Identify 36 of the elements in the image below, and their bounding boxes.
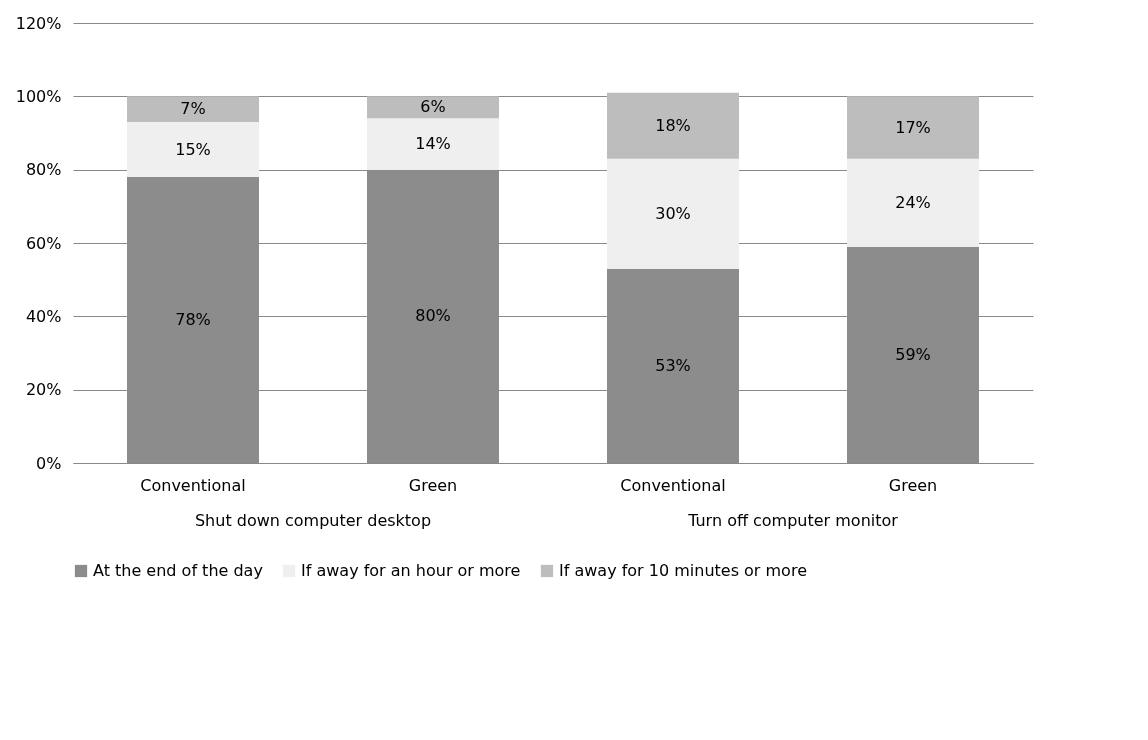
x-tick-label: Green bbox=[408, 475, 458, 495]
y-tick-label: 40% bbox=[25, 306, 62, 326]
y-tick-label: 60% bbox=[25, 233, 62, 253]
data-label: 30% bbox=[655, 203, 691, 223]
text: Shut down computer desktop bbox=[194, 511, 432, 530]
bar bbox=[367, 96, 499, 119]
y-tick-label: 80% bbox=[25, 160, 62, 180]
text: Turn off computer monitor bbox=[687, 511, 899, 530]
bar bbox=[847, 158, 979, 247]
data-label: 17% bbox=[895, 117, 931, 137]
x-tick-label: Green bbox=[888, 475, 938, 495]
y-tick-label: 120% bbox=[15, 13, 62, 33]
y-tick-label: 0% bbox=[36, 453, 62, 473]
bar bbox=[607, 92, 739, 159]
bar bbox=[127, 122, 259, 177]
y-tick-label: 20% bbox=[25, 380, 62, 400]
x-tick-label: Conventional bbox=[140, 475, 246, 495]
bar bbox=[847, 96, 979, 159]
data-label: 6% bbox=[420, 97, 446, 117]
data-label: 59% bbox=[895, 344, 931, 364]
data-label: 80% bbox=[415, 306, 451, 326]
y-tick-label: 100% bbox=[15, 86, 62, 106]
data-label: 14% bbox=[415, 134, 451, 153]
legend-label: At the end of the day bbox=[93, 561, 263, 580]
x-tick-label: Conventional bbox=[620, 475, 726, 495]
bar bbox=[127, 96, 259, 122]
data-label: 18% bbox=[655, 115, 691, 135]
data-label: 78% bbox=[175, 310, 211, 329]
bar bbox=[367, 118, 499, 170]
data-label: 24% bbox=[895, 192, 931, 212]
data-label: 53% bbox=[655, 355, 691, 375]
data-label: 15% bbox=[175, 139, 211, 159]
bar bbox=[607, 158, 739, 269]
legend-label: If away for 10 minutes or more bbox=[559, 561, 807, 580]
data-label: 7% bbox=[180, 99, 206, 119]
legend-label: If away for an hour or more bbox=[301, 561, 521, 580]
